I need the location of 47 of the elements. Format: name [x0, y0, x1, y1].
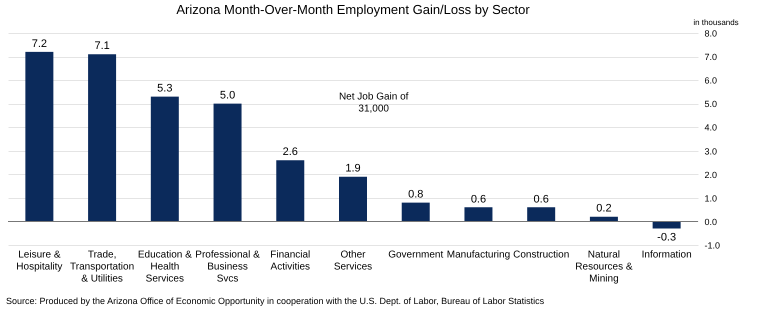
data-label: 0.8: [408, 188, 424, 201]
bar: [88, 54, 116, 222]
data-label: -0.3: [657, 232, 676, 244]
data-label: 7.2: [32, 38, 48, 50]
x-tick-label: Natural Resources & Mining: [575, 250, 633, 284]
y-tick-label: 4.0: [704, 122, 718, 133]
x-tick-label: Trade, Transportation & Utilities: [70, 250, 134, 284]
x-tick-label: Manufacturing: [446, 250, 510, 260]
bar: [590, 216, 618, 222]
x-tick-label: Other Services: [334, 250, 372, 272]
y-tick-label: -1.0: [704, 240, 720, 250]
bar: [276, 160, 304, 222]
y-tick-label: 2.0: [704, 170, 718, 180]
y-tick-label: 6.0: [704, 76, 718, 86]
y-tick-label: 5.0: [704, 99, 718, 110]
bar: [339, 176, 367, 222]
y-tick-label: 7.0: [704, 52, 718, 62]
bar: [402, 202, 430, 222]
data-label: 5.3: [157, 82, 172, 95]
x-tick-label: Government: [388, 250, 444, 260]
bar: [150, 96, 179, 222]
y-tick-label: 8.0: [704, 28, 718, 38]
y-tick-label: 0.0: [704, 216, 718, 227]
bar: [25, 52, 54, 222]
x-tick-label: Construction: [513, 250, 570, 260]
x-tick-label: Professional & Business Svcs: [195, 250, 260, 284]
y-tick-label: 1.0: [704, 193, 718, 204]
x-tick-label: Leisure & Hospitality: [16, 250, 62, 272]
data-label: 7.1: [94, 40, 110, 52]
x-tick-label: Information: [642, 250, 692, 260]
data-label: 0.6: [534, 193, 549, 206]
bar: [464, 207, 492, 222]
bar: [527, 207, 556, 222]
data-label: 0.6: [470, 193, 486, 206]
data-label: 1.9: [345, 162, 361, 175]
y-tick-label: 3.0: [704, 146, 718, 156]
bar: [652, 221, 681, 229]
chart-title: Arizona Month-Over-Month Employment Gain/Loss by Sector: [176, 2, 530, 17]
x-tick-label: Education & Health Services: [138, 250, 192, 284]
data-label: 0.2: [596, 202, 612, 215]
x-tick-label: Financial Activities: [270, 250, 310, 272]
data-label: 2.6: [282, 146, 298, 158]
text: in thousands: [693, 18, 739, 27]
source-note: Source: Produced by the Arizona Office of Economic Opportunity in cooperation with the U.S. Dept. of Labor, Bureau of Labor Statistics: [6, 296, 545, 306]
data-label: 5.0: [220, 90, 236, 102]
annotation: Net Job Gain of 31,000: [338, 92, 409, 115]
bar: [214, 104, 242, 222]
